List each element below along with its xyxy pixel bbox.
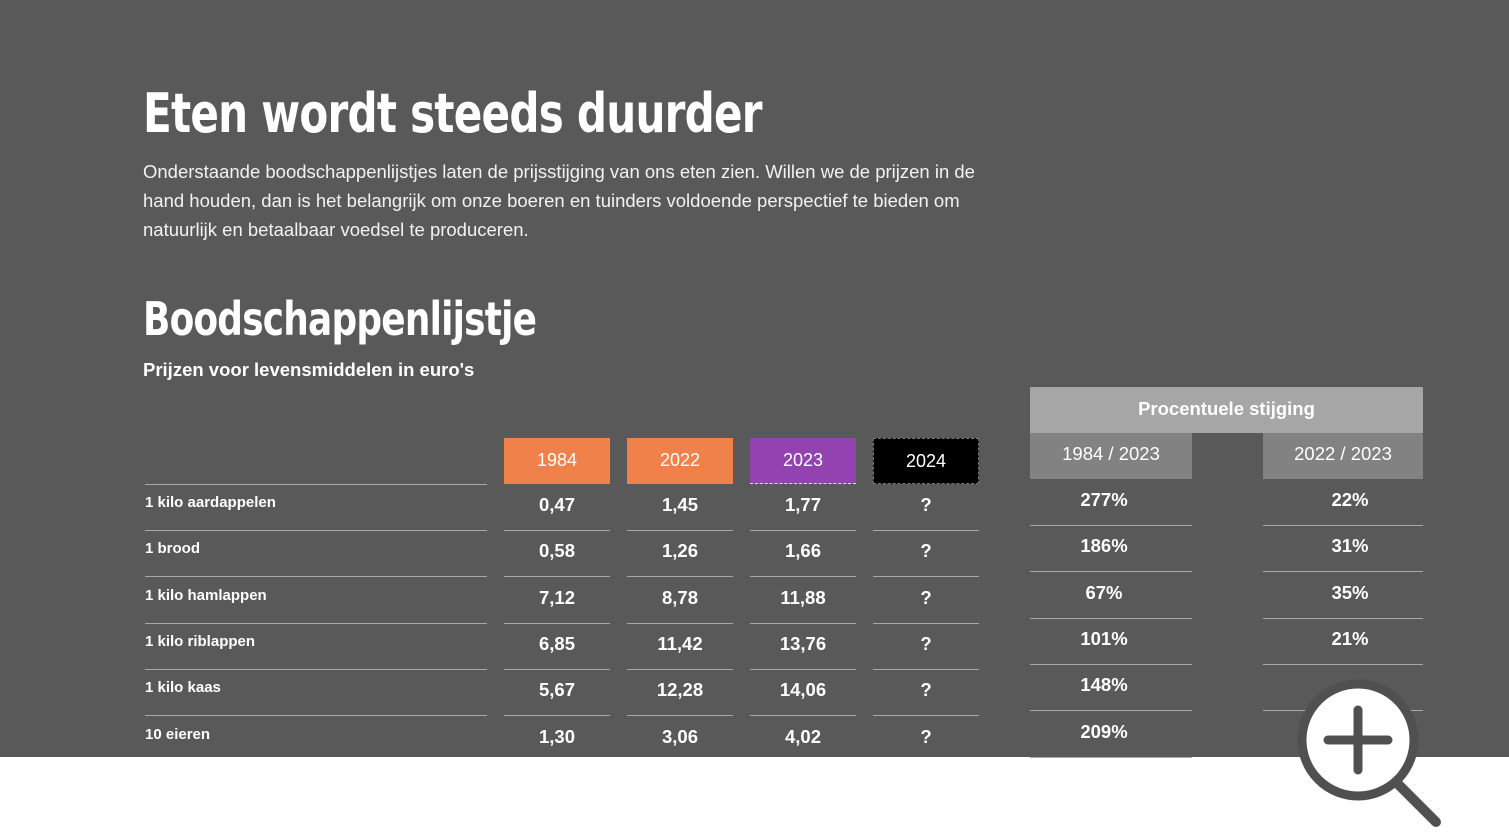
price-cell: ? bbox=[920, 494, 932, 515]
row-divider bbox=[627, 715, 733, 717]
row-divider bbox=[504, 622, 610, 624]
price-cell: 7,12 bbox=[538, 586, 575, 608]
price-cell: ? bbox=[920, 540, 932, 562]
infographic-panel: Eten wordt steeds duurder Onderstaande b… bbox=[0, 0, 1509, 758]
percent-divider bbox=[1263, 663, 1423, 665]
percent-divider bbox=[1263, 571, 1423, 573]
row-divider bbox=[750, 715, 856, 717]
price-cell: 4,02 bbox=[784, 725, 821, 747]
price-cell: 6,85 bbox=[538, 632, 575, 654]
row-divider bbox=[504, 715, 610, 717]
row-divider bbox=[504, 530, 610, 531]
percent-cell-1984-2023: 186% bbox=[1080, 535, 1128, 557]
row-divider bbox=[145, 668, 487, 670]
table-subtitle: Prijzen voor levensmiddelen in euro's bbox=[143, 359, 475, 380]
percent-header-2022-2023: 2022 / 2023 bbox=[1263, 433, 1423, 479]
percent-divider bbox=[1263, 525, 1423, 526]
percent-divider bbox=[1030, 617, 1192, 619]
percent-divider bbox=[1030, 710, 1192, 712]
row-label: 1 kilo kaas bbox=[145, 679, 221, 697]
percent-cell-2022-2023: 35% bbox=[1331, 581, 1369, 603]
price-cell: ? bbox=[920, 679, 932, 701]
price-cell: 11,42 bbox=[657, 632, 703, 654]
row-divider bbox=[627, 622, 733, 624]
price-cell: 1,66 bbox=[784, 540, 821, 562]
percent-cell-1984-2023: 67% bbox=[1085, 581, 1123, 603]
price-cell: ? bbox=[920, 725, 932, 747]
price-cell: 5,67 bbox=[538, 679, 575, 701]
price-cell: 1,45 bbox=[661, 494, 698, 515]
row-divider bbox=[873, 715, 979, 717]
row-divider bbox=[504, 668, 610, 670]
row-divider bbox=[873, 530, 979, 531]
row-divider bbox=[750, 668, 856, 670]
price-cell: 12,28 bbox=[656, 679, 704, 701]
percent-divider bbox=[1030, 571, 1192, 573]
percent-cell-1984-2023: 148% bbox=[1080, 674, 1128, 696]
price-cell: 3,06 bbox=[661, 725, 698, 747]
row-label: 1 kilo aardappelen bbox=[145, 494, 276, 511]
price-cell: 13,76 bbox=[779, 632, 827, 654]
percent-cell-1984-2023: 101% bbox=[1080, 627, 1128, 649]
price-cell: 1,77 bbox=[784, 494, 821, 515]
row-divider bbox=[145, 715, 487, 717]
row-label: 1 brood bbox=[145, 540, 200, 558]
year-header-2022: 2022 bbox=[627, 438, 733, 484]
row-label: 1 kilo riblappen bbox=[145, 632, 256, 650]
price-cell: 11,88 bbox=[780, 586, 826, 608]
price-cell: 1,30 bbox=[538, 725, 575, 747]
price-cell: 0,47 bbox=[538, 494, 575, 515]
percent-cell-1984-2023: 209% bbox=[1080, 720, 1128, 742]
percent-cell-2022-2023: 31% bbox=[1331, 535, 1369, 557]
percent-cell-1984-2023: 277% bbox=[1080, 489, 1128, 510]
row-divider bbox=[873, 668, 979, 670]
section-title: Boodschappenlijstje bbox=[143, 292, 537, 346]
row-divider bbox=[750, 530, 856, 531]
row-divider bbox=[627, 530, 733, 531]
price-cell: ? bbox=[920, 632, 932, 654]
price-cell: 8,78 bbox=[661, 586, 698, 608]
row-label: 10 eieren bbox=[145, 725, 211, 743]
year-header-1984: 1984 bbox=[504, 438, 610, 484]
year-header-2023: 2023 bbox=[750, 438, 856, 484]
price-cell: 1,26 bbox=[661, 540, 698, 562]
percent-header-1984-2023: 1984 / 2023 bbox=[1030, 433, 1192, 479]
header-divider bbox=[145, 484, 487, 485]
row-divider bbox=[627, 668, 733, 670]
row-divider bbox=[627, 576, 733, 578]
percent-cell-2022-2023: 21% bbox=[1331, 627, 1369, 649]
percent-divider bbox=[1030, 525, 1192, 526]
percent-divider bbox=[1030, 756, 1192, 758]
page-title: Eten wordt steeds duurder bbox=[143, 82, 763, 145]
row-divider bbox=[504, 576, 610, 578]
percent-divider bbox=[1030, 663, 1192, 665]
row-divider bbox=[145, 530, 487, 531]
price-cell: 14,06 bbox=[779, 679, 827, 701]
row-divider bbox=[873, 576, 979, 578]
price-cell: ? bbox=[920, 586, 932, 608]
percent-group-header: Procentuele stijging bbox=[1030, 387, 1423, 433]
row-divider bbox=[145, 576, 487, 578]
row-divider bbox=[873, 622, 979, 624]
price-cell: 0,58 bbox=[538, 540, 575, 562]
zoom-in-icon[interactable] bbox=[1290, 678, 1450, 838]
percent-cell-2022-2023: 22% bbox=[1331, 489, 1369, 510]
year-header-2024: 2024 bbox=[873, 438, 979, 484]
row-divider bbox=[750, 622, 856, 624]
intro-text: Onderstaande boodschappenlijstjes laten … bbox=[143, 161, 975, 240]
row-label: 1 kilo hamlappen bbox=[145, 586, 267, 604]
row-divider bbox=[145, 622, 487, 624]
percent-divider bbox=[1263, 617, 1423, 619]
row-divider bbox=[750, 576, 856, 578]
